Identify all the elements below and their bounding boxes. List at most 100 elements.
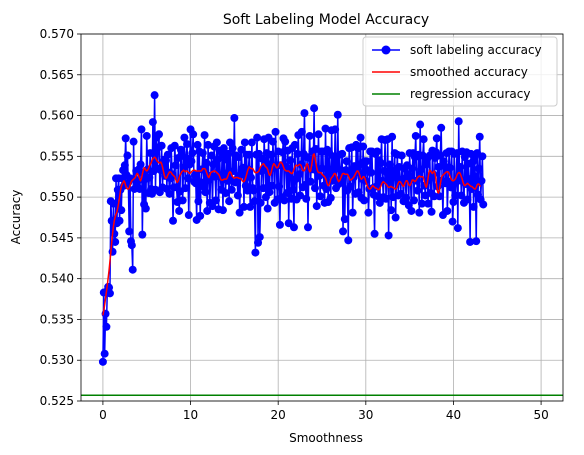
soft-labeling-point <box>466 237 475 246</box>
soft-labeling-point <box>318 164 326 173</box>
soft-labeling-point <box>212 138 221 147</box>
soft-labeling-point <box>280 196 289 205</box>
soft-labeling-point <box>127 241 136 250</box>
soft-labeling-point <box>477 176 486 185</box>
soft-labeling-point <box>165 189 174 198</box>
x-tick-label: 10 <box>183 408 198 422</box>
soft-labeling-point <box>237 145 246 154</box>
soft-labeling-point <box>246 202 255 211</box>
soft-labeling-point <box>100 349 109 358</box>
soft-labeling-point <box>437 123 446 132</box>
legend: soft labeling accuracy smoothed accuracy… <box>362 36 558 107</box>
soft-labeling-point <box>348 208 357 217</box>
soft-labeling-point <box>446 183 455 192</box>
soft-labeling-point <box>123 151 132 160</box>
soft-labeling-point <box>263 204 272 213</box>
soft-labeling-point <box>275 182 284 191</box>
soft-labeling-point <box>344 236 353 245</box>
y-tick-label: 0.565 <box>40 68 74 82</box>
y-tick-label: 0.530 <box>40 353 74 367</box>
soft-labeling-point <box>207 151 216 160</box>
soft-labeling-point <box>416 120 425 129</box>
plot-data <box>81 91 563 397</box>
soft-labeling-point <box>202 158 211 167</box>
soft-labeling-point <box>373 147 382 156</box>
soft-labeling-point <box>218 206 227 215</box>
soft-labeling-point <box>295 170 304 179</box>
y-tick-label: 0.525 <box>40 394 74 408</box>
soft-labeling-point <box>387 206 396 215</box>
soft-labeling-point <box>233 191 242 200</box>
soft-labeling-point <box>411 131 420 140</box>
soft-labeling-point <box>303 223 312 232</box>
soft-labeling-point <box>121 134 130 143</box>
soft-labeling-point <box>198 149 207 158</box>
soft-labeling-point <box>228 144 237 153</box>
soft-labeling-point <box>265 188 274 197</box>
soft-labeling-point <box>129 137 138 146</box>
soft-labeling-point <box>136 160 145 169</box>
soft-labeling-point <box>282 189 291 198</box>
soft-labeling-point <box>407 206 416 215</box>
soft-labeling-point <box>356 133 365 142</box>
soft-labeling-point <box>408 164 417 173</box>
y-tick-label: 0.540 <box>40 272 74 286</box>
soft-labeling-point <box>402 193 411 202</box>
soft-labeling-point <box>359 142 368 151</box>
soft-labeling-point <box>117 206 126 215</box>
soft-labeling-point <box>290 140 299 149</box>
soft-labeling-point <box>245 150 254 159</box>
soft-labeling-point <box>424 199 433 208</box>
soft-labeling-point <box>227 185 236 194</box>
axis-ticks: 0 10 20 30 40 50 0.525 0.530 0.535 0.540 0.545 0.55… <box>40 27 549 422</box>
soft-labeling-point <box>180 133 189 142</box>
soft-labeling-point <box>178 196 187 205</box>
soft-labeling-point <box>193 140 202 149</box>
soft-labeling-point <box>155 130 163 139</box>
soft-labeling-point <box>145 173 154 182</box>
soft-labeling-point <box>255 233 264 242</box>
soft-labeling-point <box>454 117 463 126</box>
soft-labeling-point <box>474 164 483 173</box>
soft-labeling-point <box>316 192 325 201</box>
soft-labeling-point <box>367 168 376 177</box>
soft-labeling-point <box>102 322 111 331</box>
soft-labeling-point <box>281 137 290 146</box>
soft-labeling-point <box>415 208 424 217</box>
soft-labeling-point <box>170 141 179 150</box>
soft-labeling-point <box>128 265 137 274</box>
soft-labeling-point <box>412 176 421 185</box>
y-axis-label: Accuracy <box>9 190 23 245</box>
soft-labeling-point <box>479 200 488 209</box>
soft-labeling-point <box>457 191 466 200</box>
y-tick-label: 0.555 <box>40 149 74 163</box>
soft-labeling-point <box>150 91 159 100</box>
soft-labeling-point <box>427 207 436 216</box>
soft-labeling-point <box>296 191 305 200</box>
soft-labeling-point <box>469 202 478 211</box>
soft-labeling-point <box>456 162 465 171</box>
soft-labeling-point <box>108 247 117 256</box>
soft-labeling-point <box>300 109 309 118</box>
soft-labeling-point <box>221 189 230 198</box>
soft-labeling-point <box>183 174 192 183</box>
soft-labeling-point <box>471 172 480 181</box>
legend-label-soft-labeling: soft labeling accuracy <box>410 43 542 57</box>
soft-labeling-point <box>322 184 331 193</box>
soft-labeling-point <box>115 216 124 225</box>
soft-labeling-point <box>432 134 441 143</box>
soft-labeling-point <box>449 198 458 206</box>
soft-labeling-point <box>267 150 276 159</box>
soft-labeling-point <box>247 173 256 182</box>
soft-labeling-point <box>189 130 198 139</box>
soft-labeling-point <box>181 184 190 193</box>
soft-labeling-point <box>467 184 476 193</box>
soft-labeling-point <box>163 150 172 159</box>
soft-labeling-point <box>391 213 400 222</box>
soft-labeling-point <box>190 171 199 180</box>
soft-labeling-point <box>381 194 390 203</box>
soft-labeling-point <box>364 208 373 217</box>
soft-labeling-point <box>465 175 474 184</box>
x-tick-label: 20 <box>271 408 286 422</box>
soft-labeling-point <box>382 176 391 185</box>
